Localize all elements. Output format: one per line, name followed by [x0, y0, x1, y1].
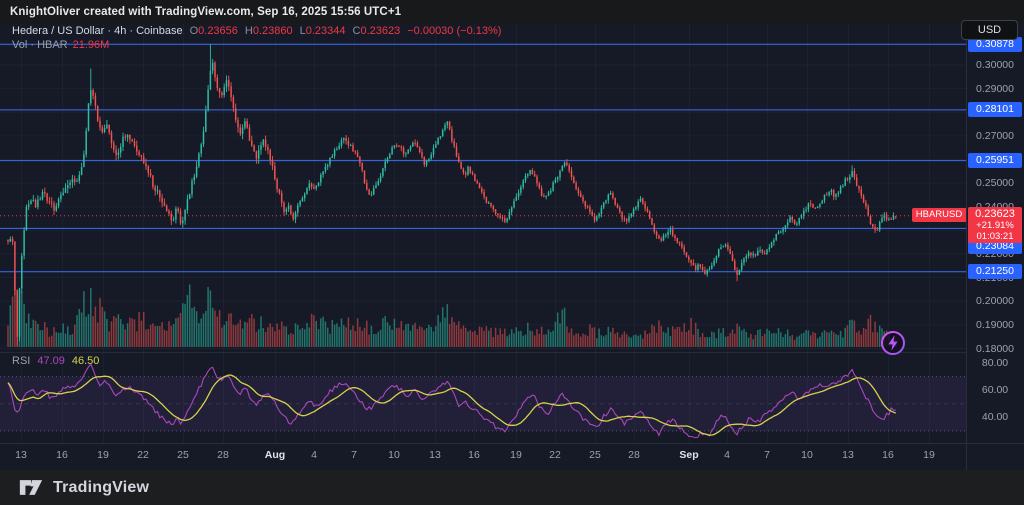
rsi-label[interactable]: RSI: [12, 355, 31, 367]
attribution-text: KnightOliver created with TradingView.co…: [0, 0, 1024, 24]
volume-label[interactable]: Vol · HBAR: [12, 38, 68, 51]
close-label: C: [352, 25, 361, 37]
low-label: L: [299, 25, 306, 37]
level-price-badge[interactable]: 0.28101: [968, 102, 1022, 118]
hbarusd-price-tag[interactable]: HBARUSD: [912, 207, 966, 222]
level-price-badge[interactable]: 0.25951: [968, 153, 1022, 169]
lightning-icon[interactable]: [880, 330, 906, 356]
change-value: −0.00030 (−0.13%): [407, 25, 502, 37]
rsi-row: RSI 47.09 46.50: [12, 355, 99, 367]
level-price-badge[interactable]: 0.30878: [968, 36, 1022, 52]
tradingview-logo-icon[interactable]: [18, 477, 44, 498]
close-value: 0.23623: [360, 25, 401, 37]
open-value: 0.23656: [198, 25, 238, 37]
rsi-sma-value: 46.50: [71, 355, 100, 367]
low-value: 0.23344: [305, 25, 346, 37]
volume-row: Vol · HBAR 21.96M: [12, 39, 109, 51]
bar-countdown: 01:03:21: [976, 230, 1014, 242]
symbol-header: Hedera / US Dollar · 4h · Coinbase O0.23…: [12, 25, 501, 37]
level-price-badge[interactable]: 0.21250: [968, 264, 1022, 280]
brand-wordmark[interactable]: TradingView: [53, 478, 150, 496]
currency-button[interactable]: USD: [961, 20, 1018, 40]
footer-bar: TradingView: [0, 470, 1024, 505]
high-label: H: [244, 25, 253, 37]
rsi-value: 47.09: [37, 355, 65, 367]
last-price-badge[interactable]: 0.23623 +21.91% 01:03:21: [968, 207, 1022, 243]
change-percent: +21.91%: [976, 220, 1014, 231]
last-price-value: 0.23623: [975, 208, 1015, 220]
symbol-title[interactable]: Hedera / US Dollar · 4h · Coinbase: [12, 25, 183, 37]
high-value: 0.23860: [252, 25, 293, 37]
volume-value: 21.96M: [72, 38, 110, 51]
open-label: O: [189, 25, 199, 37]
